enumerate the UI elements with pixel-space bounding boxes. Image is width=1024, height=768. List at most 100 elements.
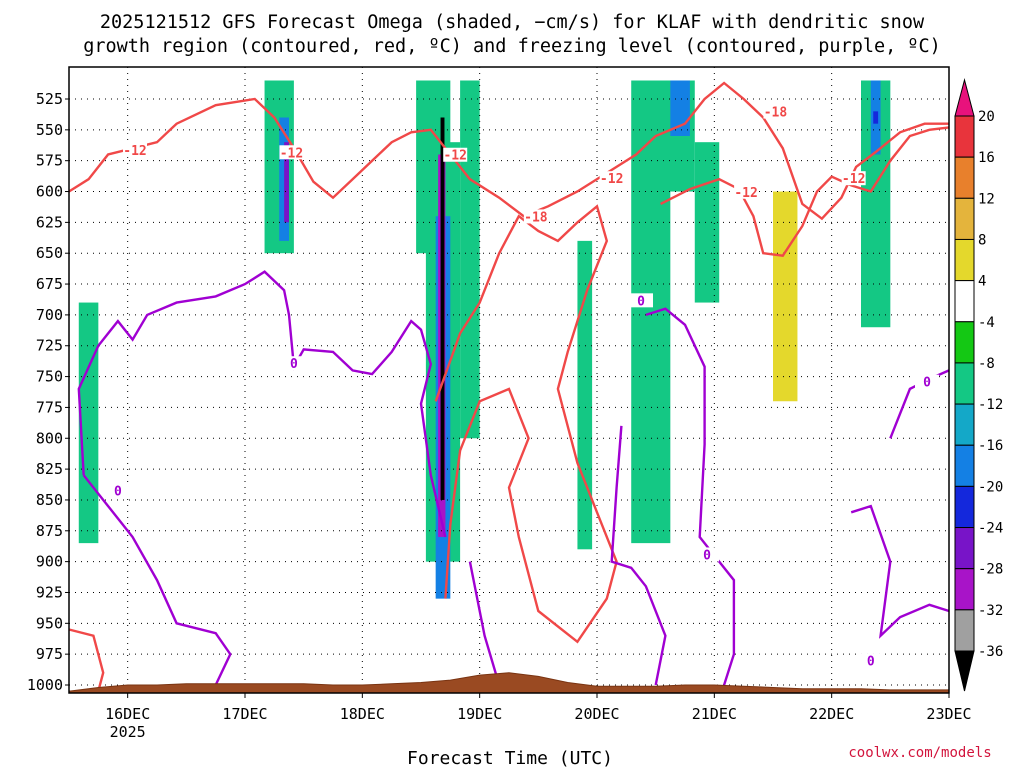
y-tick-label-11: 800 [36,429,63,447]
colorbar-swatch-2 [954,197,975,240]
freezing-label-5: 0 [867,655,875,670]
colorbar-label-13: -36 [978,644,1003,660]
omega-shade-9 [440,117,445,500]
contour-label-bg [629,293,653,308]
contour-label-bg [695,547,719,562]
y-tick-label-12: 825 [36,460,63,478]
colorbar-swatch-6 [954,362,975,405]
freezing-level-right [610,425,667,686]
omega-shade-17 [694,142,720,303]
axes: 525 550 575 600 625 650 675 700 725 750 775 800 825 8… [27,66,972,741]
dendritic-label-6: -12 [734,186,757,201]
contour-label-bg [279,145,304,160]
credit-text: coolwx.com/models [848,745,991,761]
colorbar-swatch-4 [954,280,975,323]
dendritic-label-0: -12 [123,144,146,159]
y-tick-label-18: 975 [36,645,63,663]
colorbar-label-9: -20 [978,479,1003,495]
colorbar-swatch-7 [954,403,975,446]
y-tick-label-8: 725 [36,337,63,355]
colorbar-label-2: 12 [978,191,995,207]
x-tick-label-2: 18DEC [340,705,385,723]
y-tick-label-10: 775 [36,398,63,416]
omega-shade-14 [631,80,671,544]
colorbar-swatch-1 [954,156,975,199]
x-tick-label-0: 16DEC [105,705,150,723]
colorbar-swatch-8 [954,444,975,487]
x-tick-label-1: 17DEC [222,705,267,723]
y-tick-label-15: 900 [36,553,63,571]
freezing-label-3: 0 [703,548,711,563]
y-tick-label-16: 925 [36,583,63,601]
colorbar-label-11: -28 [978,562,1003,578]
omega-shade-0 [78,302,99,544]
colorbar: 20 16 12 8 4 -4 -8 -12 -16 -20 -24 -28 -32 -36 [954,78,1003,692]
x-tick-label-7: 23DEC [926,705,971,723]
colorbar-label-10: -24 [978,521,1003,537]
colorbar-swatch-10 [954,527,975,570]
contour-label-bg [915,374,939,389]
freezing-label-1: 0 [114,484,122,499]
x-year-label: 2025 [110,723,146,741]
colorbar-label-8: -16 [978,438,1003,454]
freezing-level-mid [468,561,501,686]
x-tick-label-6: 22DEC [809,705,854,723]
colorbar-swatch-12 [954,609,975,652]
contour-label-bg [734,184,759,199]
y-tick-label-14: 875 [36,522,63,540]
colorbar-swatch-0 [954,115,975,158]
contour-label-bg [841,171,866,186]
x-tick-label-3: 19DEC [457,705,502,723]
omega-shade-4 [337,259,343,389]
title-line-2: growth region (contoured, red, ºC) and f… [83,36,941,57]
colorbar-label-0: 20 [978,109,995,125]
contour-label-bg [763,104,788,119]
colorbar-label-7: -12 [978,397,1003,413]
freezing-label-2: 0 [637,294,645,309]
dendritic-contour-right [660,126,950,257]
freezing-level-left [77,270,447,538]
dendritic-label-5: -18 [764,106,788,121]
colorbar-bottom-arrow [954,650,975,692]
contour-label-bg [523,209,548,224]
contour-label-bg [281,356,306,371]
dendritic-label-1: -12 [280,146,303,161]
y-tick-label-5: 650 [36,244,63,262]
dendritic-label-7: -12 [842,172,865,187]
freezing-label-4: 0 [923,376,931,391]
colorbar-swatch-11 [954,568,975,611]
plot-area: -12 -12 -12 -18 -12 -18 -12 -12 0 0 0 0 0 0 [68,67,950,694]
colorbar-swatch-3 [954,238,975,282]
colorbar-label-3: 8 [978,232,986,248]
title-line-1: 2025121512 GFS Forecast Omega (shaded, −… [100,12,925,33]
y-tick-label-0: 525 [36,90,63,108]
omega-shade-22 [873,111,879,124]
dendritic-label-2: -12 [443,149,466,164]
y-tick-label-13: 850 [36,491,63,509]
y-tick-label-2: 575 [36,152,63,170]
contour-label-bg [599,171,624,186]
dendritic-contour-upper [68,81,949,221]
y-tick-label-7: 700 [36,306,63,324]
omega-shade-12 [513,80,544,192]
omega-shade-13 [577,240,593,550]
colorbar-label-5: -4 [978,315,995,331]
title: 2025121512 GFS Forecast Omega (shaded, −… [83,12,941,57]
dendritic-label-3: -18 [524,210,548,225]
y-tick-label-9: 750 [36,368,63,386]
colorbar-label-6: -8 [978,356,995,372]
contour-label-bg [858,653,883,668]
dendritic-contour-bottomleft [68,628,105,692]
colorbar-swatch-5 [954,321,975,364]
terrain-ground [68,672,950,694]
freezing-level-far-right-low [850,504,950,639]
y-tick-label-3: 600 [36,183,63,201]
dendritic-label-4: -12 [600,172,623,187]
freezing-label-0: 0 [290,357,298,372]
colorbar-swatch-9 [954,485,975,529]
y-tick-label-4: 625 [36,213,63,231]
y-tick-label-17: 950 [36,614,63,632]
colorbar-label-1: 16 [978,150,995,166]
omega-shade-3 [284,142,289,223]
